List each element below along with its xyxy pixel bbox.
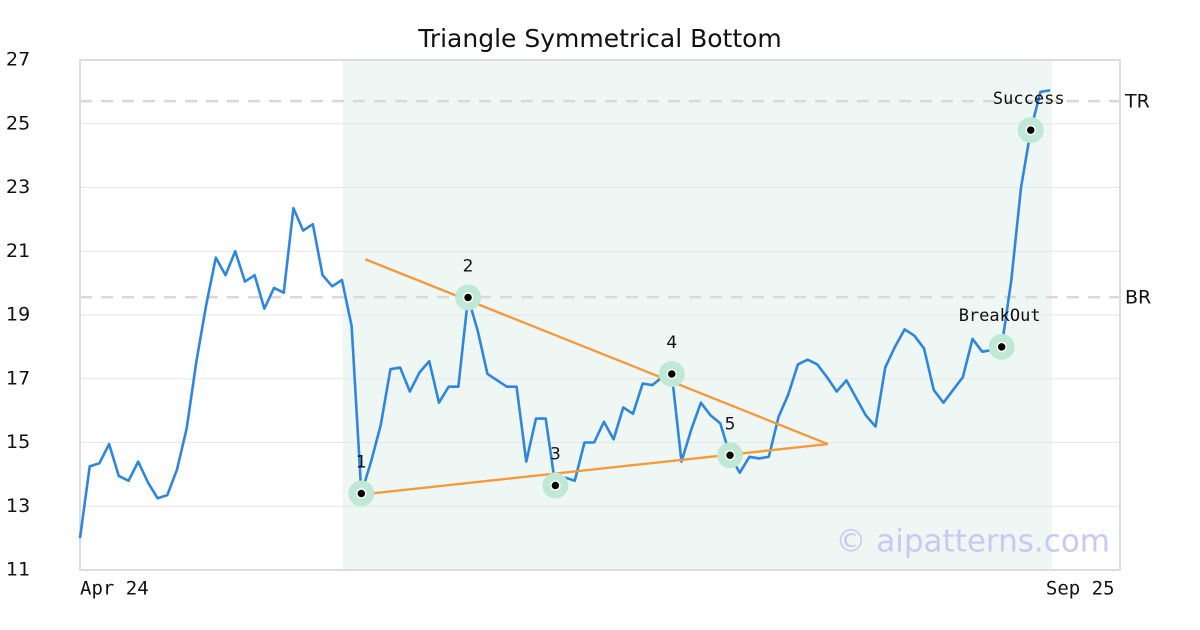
y-tick-label: 27 [6, 49, 30, 71]
point-label: 1 [356, 453, 367, 473]
watermark: © aipatterns.com [835, 524, 1110, 560]
y-tick-label: 13 [6, 495, 30, 517]
point-label: BreakOut [959, 306, 1041, 326]
y-tick-label: 15 [6, 431, 30, 453]
y-tick-label: 25 [6, 112, 30, 134]
point-dot [1025, 124, 1036, 136]
point-label: 3 [550, 445, 561, 465]
y-tick-label: 17 [6, 367, 30, 389]
x-tick-label: Sep 25 [1046, 578, 1115, 600]
level-label: TR [1124, 91, 1150, 113]
plot-frame [79, 59, 1121, 571]
triangle-line [364, 258, 829, 446]
point-dot [356, 488, 367, 499]
point-label: 2 [463, 256, 474, 276]
chart-title: Triangle Symmetrical Bottom [417, 24, 782, 53]
level-label: BR [1125, 287, 1151, 309]
point-dot [550, 480, 561, 491]
x-tick-label: Apr 24 [80, 578, 149, 600]
point-dot [996, 341, 1007, 353]
point-dot [462, 292, 474, 303]
y-tick-label: 11 [6, 559, 30, 581]
triangle-line [365, 442, 829, 496]
y-tick-label: 19 [6, 304, 30, 326]
y-tick-label: 23 [6, 176, 30, 198]
point-label: 4 [666, 333, 677, 353]
point-dot [724, 450, 736, 461]
y-tick-label: 21 [6, 240, 30, 262]
point-label: Success [993, 89, 1065, 109]
point-dot [666, 368, 678, 380]
point-label: 5 [725, 414, 736, 434]
